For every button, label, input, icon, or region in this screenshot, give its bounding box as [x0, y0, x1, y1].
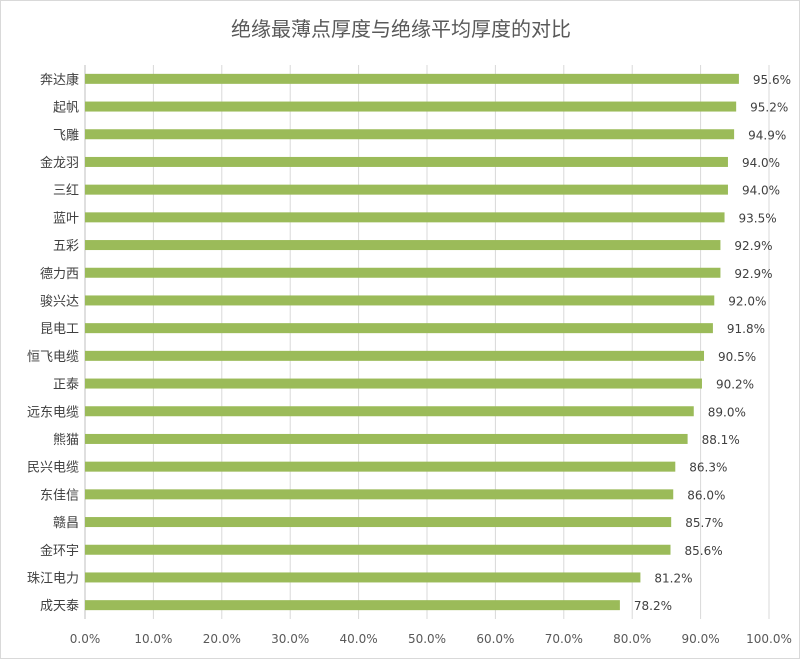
data-label: 81.2%: [654, 571, 692, 585]
bar: [85, 489, 674, 500]
data-label: 86.0%: [687, 488, 725, 502]
chart-title: 绝缘最薄点厚度与绝缘平均厚度的对比: [231, 17, 571, 41]
bar: [85, 572, 641, 583]
x-tick-label: 0.0%: [70, 632, 101, 646]
bar: [85, 156, 728, 167]
data-label: 85.7%: [685, 516, 723, 530]
category-label: 成天泰: [40, 599, 79, 614]
data-label: 88.1%: [702, 433, 740, 447]
x-tick-label: 20.0%: [203, 632, 241, 646]
labels: 0.0% 10.0% 20.0% 30.0% 40.0% 50.0% 60.0% 70.0% 8…: [27, 72, 792, 646]
category-label: 赣昌: [53, 516, 79, 531]
category-label: 恒飞电缆: [27, 349, 79, 365]
bar: [85, 212, 725, 223]
category-label: 德力西: [40, 267, 79, 282]
bar: [85, 323, 713, 334]
x-tick-label: 80.0%: [613, 632, 651, 646]
category-label: 三红: [53, 183, 79, 199]
category-label: 金环宇: [40, 543, 79, 559]
category-label: 起帆: [53, 101, 79, 116]
category-label: 飞雕: [53, 128, 79, 143]
data-label: 92.9%: [734, 239, 772, 253]
data-label: 95.6%: [753, 73, 791, 87]
category-label: 蓝叶: [53, 211, 79, 226]
x-tick-label: 40.0%: [340, 632, 378, 646]
bar: [85, 295, 715, 306]
bar: [85, 433, 688, 444]
category-label: 五彩: [53, 239, 79, 254]
data-label: 94.0%: [742, 184, 780, 198]
data-label: 93.5%: [739, 211, 777, 225]
bar: [85, 461, 676, 472]
category-label: 珠江电力: [27, 571, 79, 586]
bars: [85, 73, 739, 611]
bar: [85, 101, 737, 112]
bar: [85, 544, 671, 555]
category-label: 正泰: [53, 378, 79, 393]
category-label: 骏兴达: [40, 294, 79, 309]
bar: [85, 517, 672, 528]
data-label: 85.6%: [685, 544, 723, 558]
x-tick-label: 30.0%: [271, 632, 309, 646]
data-label: 92.0%: [728, 294, 766, 308]
category-label: 金龙羽: [40, 155, 79, 171]
data-label: 92.9%: [734, 267, 772, 281]
x-tick-label: 70.0%: [545, 632, 583, 646]
data-label: 90.2%: [716, 378, 754, 392]
x-tick-label: 60.0%: [476, 632, 514, 646]
data-label: 78.2%: [634, 599, 672, 613]
data-label: 91.8%: [727, 322, 765, 336]
bar: [85, 129, 735, 140]
bar: [85, 378, 702, 389]
category-label: 昆电工: [40, 322, 79, 337]
x-tick-label: 100.0%: [746, 632, 792, 646]
data-label: 90.5%: [718, 350, 756, 364]
data-label: 86.3%: [689, 461, 727, 475]
x-tick-label: 50.0%: [408, 632, 446, 646]
x-tick-label: 90.0%: [682, 632, 720, 646]
data-label: 89.0%: [708, 405, 746, 419]
bar: [85, 267, 721, 278]
bar: [85, 600, 620, 611]
data-label: 94.0%: [742, 156, 780, 170]
category-label: 奔达康: [40, 72, 79, 88]
data-label: 95.2%: [750, 101, 788, 115]
bar: [85, 184, 728, 195]
category-label: 远东电缆: [27, 404, 79, 420]
category-label: 民兴电缆: [27, 460, 79, 476]
category-label: 熊猫: [53, 432, 79, 448]
bar: [85, 240, 721, 251]
category-label: 东佳信: [40, 488, 79, 503]
bar: [85, 406, 694, 417]
bar: [85, 73, 739, 84]
bar: [85, 350, 705, 361]
x-tick-label: 10.0%: [134, 632, 172, 646]
gridlines: [84, 65, 770, 619]
data-label: 94.9%: [748, 128, 786, 142]
